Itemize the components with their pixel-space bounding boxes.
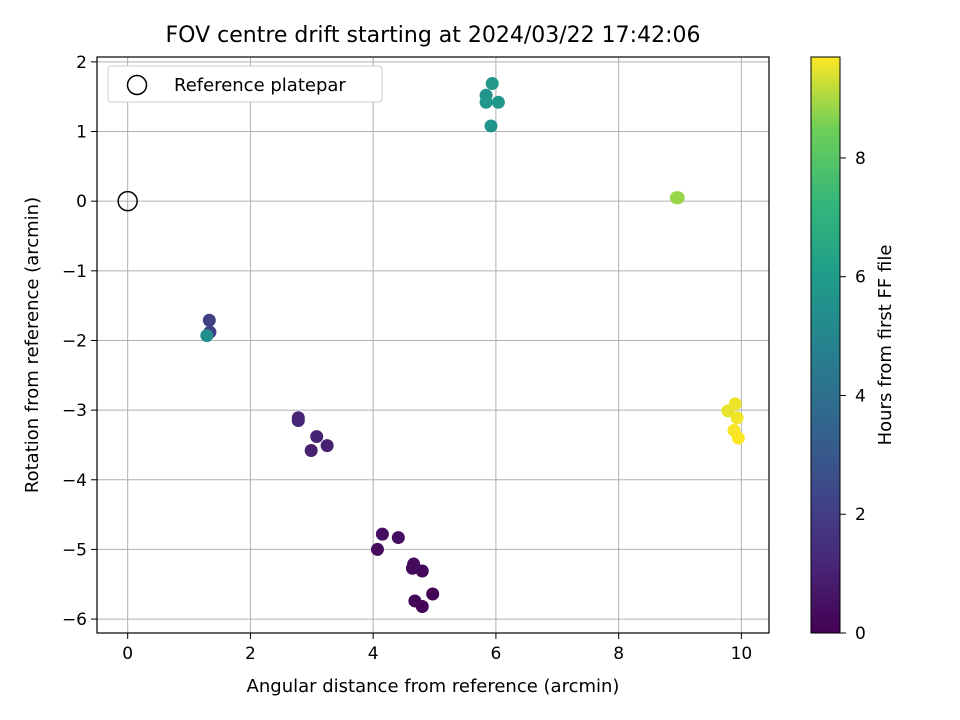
data-point: [200, 329, 214, 343]
colorbar-label: Hours from first FF file: [875, 245, 896, 446]
data-point: [202, 313, 216, 327]
data-point: [426, 587, 440, 601]
y-tick-label: 0: [76, 192, 87, 212]
data-point: [415, 564, 429, 578]
legend-box: [107, 65, 383, 103]
colorbar: 0 2 4 6 8 Hours from first FF file: [810, 56, 896, 644]
y-axis-ticks: −6 −5 −4 −3 −2 −1 0 1 2: [62, 53, 97, 630]
legend: Reference platepar: [107, 65, 383, 103]
y-tick-label: −3: [62, 401, 87, 421]
chart-title: FOV centre drift starting at 2024/03/22 …: [166, 23, 701, 48]
x-tick-label: 10: [731, 644, 753, 664]
x-tick-label: 6: [490, 644, 501, 664]
data-point: [407, 557, 421, 571]
data-points: [200, 76, 745, 614]
plot-frame: [96, 56, 770, 634]
y-tick-label: −4: [62, 471, 87, 491]
legend-label: Reference platepar: [174, 75, 346, 96]
colorbar-ticks: 0 2 4 6 8: [840, 149, 866, 644]
data-point: [485, 76, 499, 90]
x-tick-label: 4: [368, 644, 379, 664]
colorbar-tick-label: 8: [855, 149, 866, 169]
x-tick-label: 8: [613, 644, 624, 664]
y-tick-label: 1: [76, 123, 87, 143]
data-point: [391, 531, 405, 545]
x-axis-ticks: 0 2 4 6 8 10: [122, 633, 752, 664]
data-point: [484, 119, 498, 133]
reference-marker: [117, 190, 138, 212]
y-tick-label: −1: [62, 262, 87, 282]
y-tick-label: −2: [62, 331, 87, 351]
y-axis-label: Rotation from reference (arcmin): [22, 197, 43, 493]
data-point: [304, 444, 318, 458]
y-tick-label: −6: [62, 610, 87, 630]
legend-marker: [126, 74, 148, 96]
y-tick-label: 2: [76, 53, 87, 73]
colorbar-tick-label: 4: [855, 386, 866, 406]
data-point: [291, 414, 305, 428]
data-point: [310, 430, 324, 444]
colorbar-tick-label: 2: [855, 505, 866, 525]
data-point: [491, 95, 505, 109]
data-point: [375, 527, 389, 541]
colorbar-tick-label: 6: [855, 268, 866, 288]
colorbar-gradient: [810, 56, 841, 634]
grid-lines: [97, 57, 769, 633]
y-tick-label: −5: [62, 540, 87, 560]
data-point: [730, 411, 744, 425]
data-point: [479, 95, 493, 109]
x-tick-label: 2: [245, 644, 256, 664]
data-point: [370, 542, 384, 556]
data-point: [669, 191, 683, 205]
x-axis-label: Angular distance from reference (arcmin): [247, 676, 620, 697]
x-tick-label: 0: [122, 644, 133, 664]
data-point: [731, 431, 745, 445]
data-point: [728, 397, 742, 411]
data-point: [320, 439, 334, 453]
colorbar-tick-label: 0: [855, 624, 866, 644]
data-point: [408, 594, 422, 608]
